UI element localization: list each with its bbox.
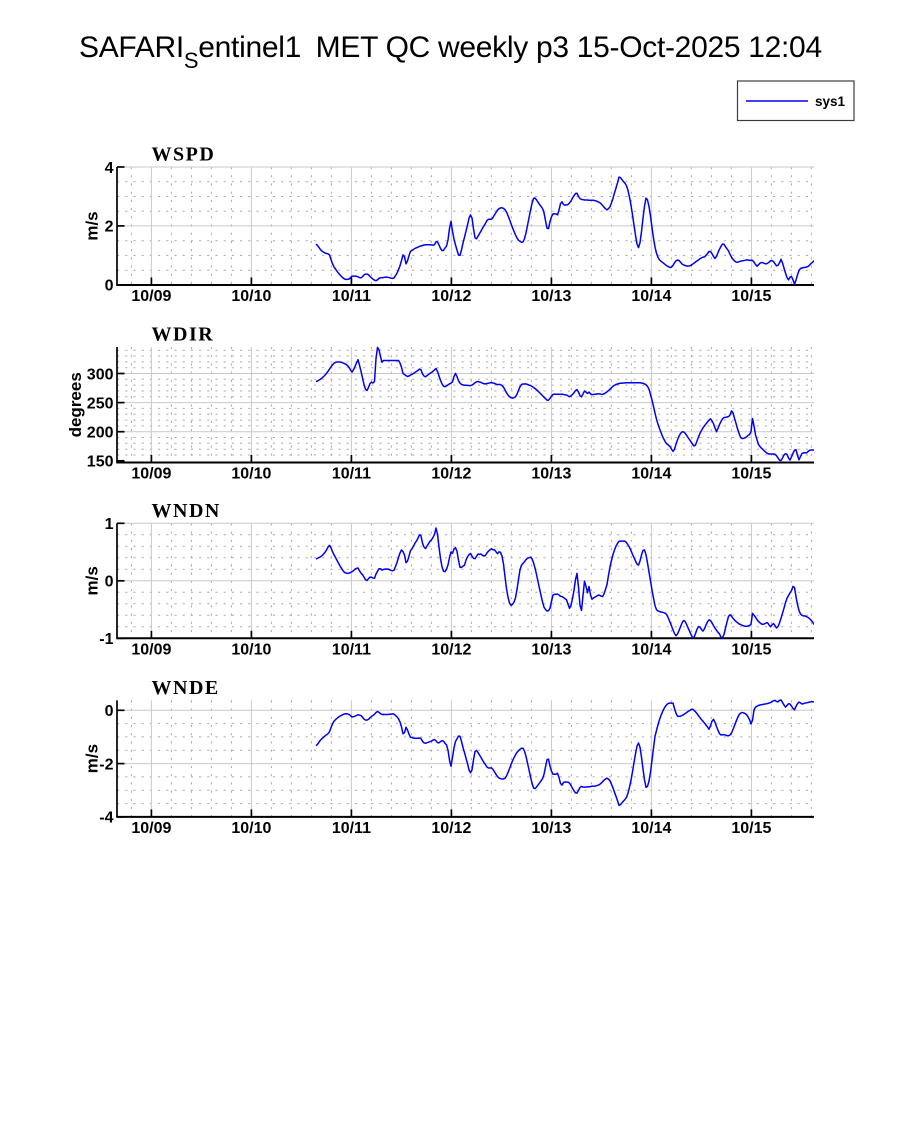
svg-text:4: 4 (105, 160, 114, 177)
svg-text:250: 250 (87, 395, 114, 412)
svg-text:1: 1 (105, 516, 114, 533)
svg-text:10/11: 10/11 (332, 641, 371, 658)
svg-text:10/11: 10/11 (332, 820, 371, 837)
svg-text:10/12: 10/12 (431, 466, 471, 483)
svg-text:10/13: 10/13 (531, 820, 571, 837)
svg-text:200: 200 (87, 425, 114, 442)
svg-text:10/15: 10/15 (731, 288, 771, 305)
svg-text:10/09: 10/09 (131, 641, 171, 658)
svg-text:10/10: 10/10 (231, 466, 271, 483)
svg-text:10/15: 10/15 (731, 641, 771, 658)
svg-text:10/15: 10/15 (731, 466, 771, 483)
svg-text:10/10: 10/10 (231, 641, 271, 658)
svg-text:m/s: m/s (83, 744, 102, 773)
svg-text:150: 150 (87, 454, 114, 471)
svg-text:0: 0 (105, 703, 114, 720)
svg-text:2: 2 (105, 219, 114, 236)
svg-text:degrees: degrees (66, 372, 85, 437)
svg-text:m/s: m/s (83, 566, 102, 595)
svg-text:WDIR: WDIR (152, 324, 215, 346)
svg-text:10/11: 10/11 (332, 288, 371, 305)
svg-text:10/10: 10/10 (231, 820, 271, 837)
svg-text:WSPD: WSPD (152, 144, 216, 166)
svg-text:10/14: 10/14 (631, 288, 671, 305)
svg-text:0: 0 (105, 278, 114, 295)
svg-text:10/09: 10/09 (131, 820, 171, 837)
svg-text:10/13: 10/13 (531, 466, 571, 483)
svg-text:10/12: 10/12 (431, 288, 471, 305)
svg-text:10/13: 10/13 (531, 641, 571, 658)
svg-text:10/09: 10/09 (131, 288, 171, 305)
svg-text:10/14: 10/14 (631, 641, 671, 658)
svg-text:sys1: sys1 (815, 94, 846, 109)
svg-text:-2: -2 (99, 756, 113, 773)
svg-text:WNDN: WNDN (152, 500, 221, 522)
svg-text:10/12: 10/12 (431, 820, 471, 837)
svg-text:WNDE: WNDE (152, 677, 220, 699)
svg-text:10/14: 10/14 (631, 466, 671, 483)
svg-text:10/11: 10/11 (332, 466, 371, 483)
svg-text:10/13: 10/13 (531, 288, 571, 305)
svg-text:10/12: 10/12 (431, 641, 471, 658)
svg-text:10/09: 10/09 (131, 466, 171, 483)
svg-text:-4: -4 (99, 810, 113, 827)
svg-text:0: 0 (105, 574, 114, 591)
svg-text:300: 300 (87, 366, 114, 383)
svg-text:10/10: 10/10 (231, 288, 271, 305)
svg-text:10/15: 10/15 (731, 820, 771, 837)
svg-text:m/s: m/s (83, 211, 102, 240)
svg-text:-1: -1 (99, 631, 113, 648)
svg-text:10/14: 10/14 (631, 820, 671, 837)
